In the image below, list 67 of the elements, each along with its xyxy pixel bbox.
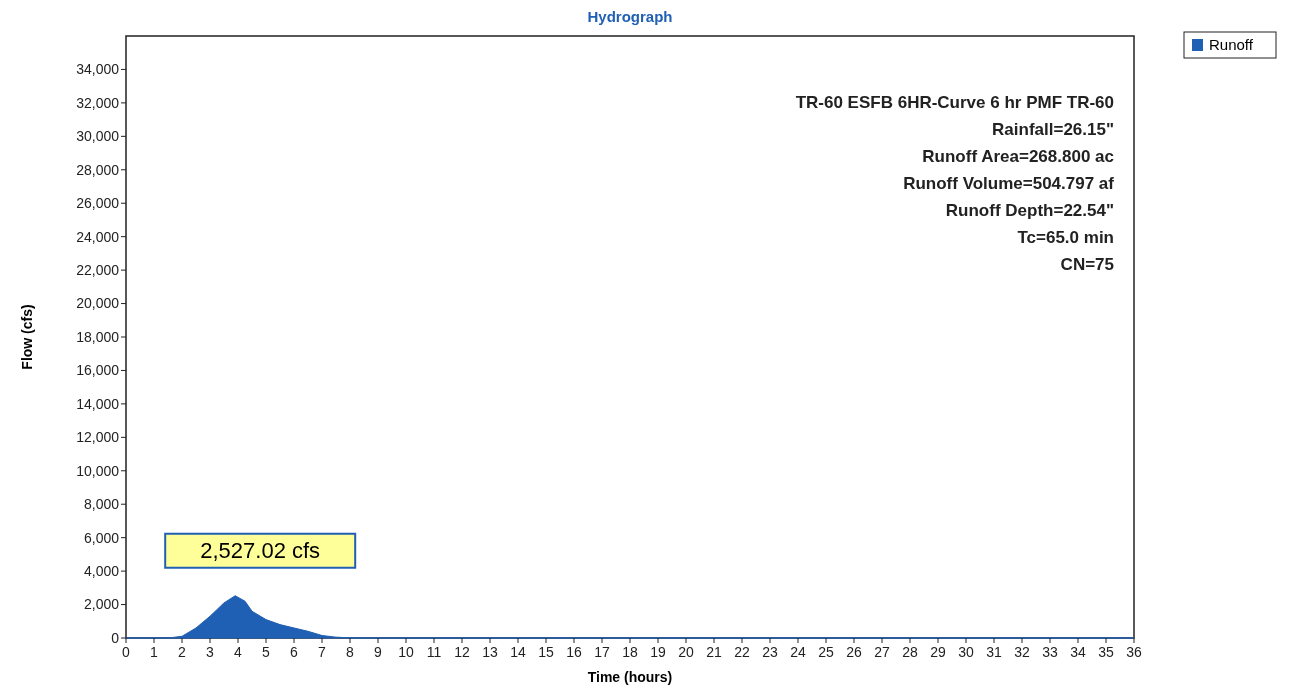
x-tick-label: 8 [346, 644, 355, 660]
annotation: Runoff Depth=22.54" [945, 201, 1114, 220]
y-tick-label: 16,000 [76, 362, 120, 379]
x-tick-label: 15 [538, 644, 554, 660]
x-tick-label: 19 [650, 644, 666, 660]
x-tick-label: 14 [510, 644, 526, 660]
y-tick-label: 20,000 [76, 295, 120, 312]
chart-title: Hydrograph [587, 8, 673, 25]
y-tick-label: 24,000 [76, 228, 120, 245]
x-tick-label: 17 [594, 644, 610, 660]
annotation: Runoff Volume=504.797 af [903, 174, 1115, 193]
x-tick-label: 18 [622, 644, 638, 660]
x-tick-label: 9 [374, 644, 383, 660]
y-tick-label: 30,000 [76, 128, 120, 145]
annotation: Tc=65.0 min [1017, 228, 1114, 247]
x-tick-label: 0 [122, 644, 131, 660]
y-tick-label: 26,000 [76, 195, 120, 212]
y-axis-title: Flow (cfs) [19, 304, 35, 370]
y-tick-label: 32,000 [76, 94, 120, 111]
y-tick-label: 10,000 [76, 462, 120, 479]
x-tick-label: 34 [1070, 644, 1086, 660]
y-tick-label: 18,000 [76, 328, 120, 345]
legend-label: Runoff [1209, 36, 1254, 53]
x-tick-label: 16 [566, 644, 582, 660]
x-tick-label: 27 [874, 644, 890, 660]
x-tick-label: 3 [206, 644, 215, 660]
x-tick-label: 29 [930, 644, 946, 660]
y-tick-label: 28,000 [76, 161, 120, 178]
x-tick-label: 35 [1098, 644, 1114, 660]
annotation: 2,527.02 cfs [200, 537, 321, 563]
x-tick-label: 22 [734, 644, 750, 660]
x-tick-label: 24 [790, 644, 806, 660]
x-tick-label: 23 [762, 644, 778, 660]
x-tick-label: 36 [1126, 644, 1142, 660]
x-tick-label: 26 [846, 644, 862, 660]
x-tick-label: 4 [234, 644, 243, 660]
y-tick-label: 8,000 [83, 496, 120, 513]
x-tick-label: 33 [1042, 644, 1058, 660]
x-tick-label: 1 [150, 644, 159, 660]
annotation: TR-60 ESFB 6HR-Curve 6 hr PMF TR-60 [795, 93, 1114, 112]
annotation: CN=75 [1060, 255, 1114, 274]
x-tick-label: 30 [958, 644, 974, 660]
y-tick-label: 14,000 [76, 395, 120, 412]
x-tick-label: 25 [818, 644, 834, 660]
y-tick-label: 34,000 [76, 61, 120, 78]
x-tick-label: 5 [262, 644, 271, 660]
x-tick-label: 11 [426, 644, 442, 660]
x-tick-label: 20 [678, 644, 694, 660]
annotation: Runoff Area=268.800 ac [922, 147, 1114, 166]
x-tick-label: 6 [290, 644, 299, 660]
x-tick-label: 12 [454, 644, 470, 660]
y-tick-label: 4,000 [83, 563, 120, 580]
x-tick-label: 7 [318, 644, 327, 660]
y-tick-label: 22,000 [76, 262, 120, 279]
x-tick-label: 10 [398, 644, 414, 660]
y-tick-label: 2,000 [83, 596, 120, 613]
x-tick-label: 13 [482, 644, 498, 660]
y-tick-label: 0 [111, 629, 120, 646]
x-tick-label: 21 [706, 644, 722, 660]
y-tick-label: 6,000 [83, 529, 120, 546]
x-tick-label: 28 [902, 644, 918, 660]
annotation: Rainfall=26.15" [992, 120, 1114, 139]
y-tick-label: 12,000 [76, 429, 120, 446]
x-tick-label: 32 [1014, 644, 1030, 660]
x-tick-label: 2 [178, 644, 187, 660]
x-axis-title: Time (hours) [587, 669, 673, 685]
x-tick-label: 31 [986, 644, 1002, 660]
